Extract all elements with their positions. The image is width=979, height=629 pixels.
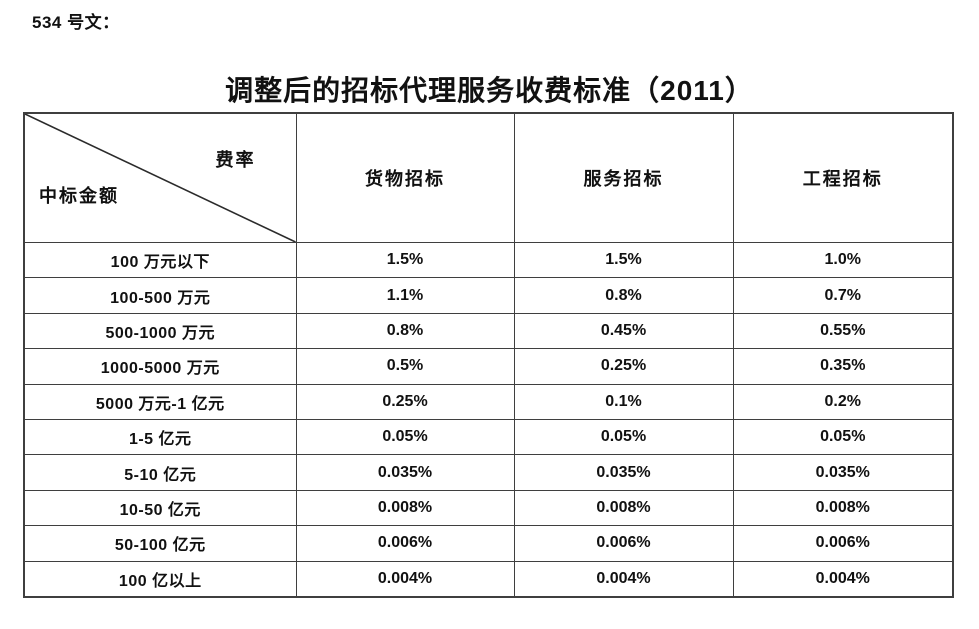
row-label-amount-range: 1-5 亿元 (23, 418, 297, 456)
fee-rate-value: 0.55% (732, 312, 954, 350)
fee-rate-value: 0.008% (732, 489, 954, 527)
fee-rate-value: 0.7% (732, 277, 954, 314)
fee-rate-value: 0.035% (513, 454, 734, 491)
row-label-amount-range: 5000 万元-1 亿元 (23, 383, 297, 420)
fee-rate-value: 1.1% (295, 277, 515, 314)
row-label-amount-range: 100 亿以上 (23, 560, 297, 598)
fee-rate-value: 1.0% (732, 241, 954, 279)
table-row: 1-5 亿元 0.05% 0.05% 0.05% (23, 418, 954, 456)
fee-rate-value: 0.2% (732, 383, 954, 420)
fee-rate-value: 0.5% (295, 348, 515, 385)
corner-bid-amount-label: 中标金额 (39, 186, 119, 206)
fee-rate-value: 0.004% (513, 560, 734, 598)
fee-rate-value: 0.1% (513, 383, 734, 420)
fee-rate-value: 0.006% (732, 525, 954, 562)
table-header-row: 费率 中标金额 货物招标 服务招标 工程招标 (23, 112, 954, 243)
table-row: 100 万元以下 1.5% 1.5% 1.0% (23, 241, 954, 279)
fee-rate-value: 0.25% (513, 348, 734, 385)
table-row: 100-500 万元 1.1% 0.8% 0.7% (23, 277, 954, 314)
fee-rate-table: 费率 中标金额 货物招标 服务招标 工程招标 100 万元以下 1.5% 1.5% 1… (23, 112, 954, 598)
diagonal-line (25, 114, 296, 242)
diagonal-corner-cell: 费率 中标金额 (23, 112, 297, 243)
fee-rate-value: 0.45% (513, 312, 734, 350)
table-row: 5000 万元-1 亿元 0.25% 0.1% 0.2% (23, 383, 954, 420)
table-row: 1000-5000 万元 0.5% 0.25% 0.35% (23, 348, 954, 385)
fee-rate-value: 0.035% (295, 454, 515, 491)
fee-rate-value: 0.05% (513, 418, 734, 456)
column-header-goods: 货物招标 (295, 112, 515, 243)
fee-rate-value: 1.5% (295, 241, 515, 279)
fee-rate-value: 0.8% (513, 277, 734, 314)
fee-rate-value: 0.004% (295, 560, 515, 598)
row-label-amount-range: 100-500 万元 (23, 277, 297, 314)
fee-rate-value: 0.05% (732, 418, 954, 456)
table-row: 100 亿以上 0.004% 0.004% 0.004% (23, 560, 954, 598)
row-label-amount-range: 100 万元以下 (23, 241, 297, 279)
table-row: 10-50 亿元 0.008% 0.008% 0.008% (23, 489, 954, 527)
column-header-works: 工程招标 (732, 112, 954, 243)
fee-rate-value: 0.008% (513, 489, 734, 527)
fee-rate-value: 0.035% (732, 454, 954, 491)
table-row: 5-10 亿元 0.035% 0.035% 0.035% (23, 454, 954, 491)
row-label-amount-range: 1000-5000 万元 (23, 348, 297, 385)
row-label-amount-range: 500-1000 万元 (23, 312, 297, 350)
fee-rate-value: 0.008% (295, 489, 515, 527)
corner-fee-rate-label: 费率 (215, 150, 256, 170)
row-label-amount-range: 5-10 亿元 (23, 454, 297, 491)
fee-rate-value: 0.006% (295, 525, 515, 562)
fee-rate-value: 0.8% (295, 312, 515, 350)
fee-rate-value: 1.5% (513, 241, 734, 279)
fee-rate-value: 0.25% (295, 383, 515, 420)
column-header-service: 服务招标 (513, 112, 734, 243)
row-label-amount-range: 50-100 亿元 (23, 525, 297, 562)
fee-rate-value: 0.35% (732, 348, 954, 385)
table-row: 50-100 亿元 0.006% 0.006% 0.006% (23, 525, 954, 562)
row-label-amount-range: 10-50 亿元 (23, 489, 297, 527)
fee-rate-value: 0.004% (732, 560, 954, 598)
table-row: 500-1000 万元 0.8% 0.45% 0.55% (23, 312, 954, 350)
fee-rate-value: 0.006% (513, 525, 734, 562)
fee-rate-value: 0.05% (295, 418, 515, 456)
doc-number-label: 534 号文： (32, 13, 120, 32)
page-title: 调整后的招标代理服务收费标准（2011） (225, 74, 754, 106)
